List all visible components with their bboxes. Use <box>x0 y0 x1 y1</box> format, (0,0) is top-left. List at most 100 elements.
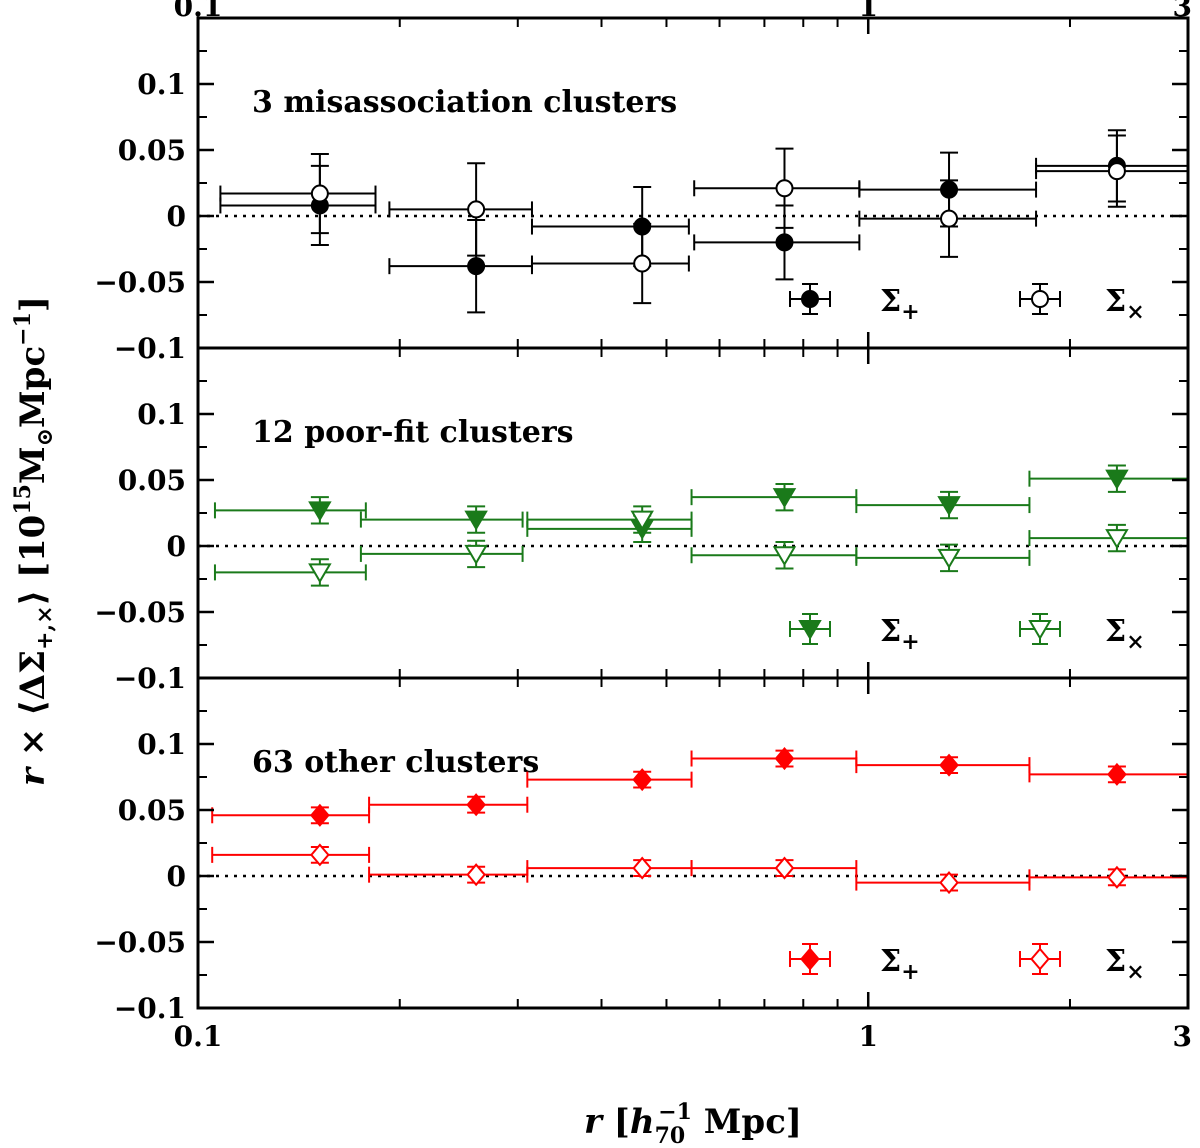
data-point <box>219 152 377 235</box>
legend-entry-sigma-plus: Σ+ <box>789 613 920 655</box>
legend-label: Σ+ <box>880 944 920 985</box>
data-point <box>690 746 858 771</box>
point-marker <box>937 496 961 517</box>
point-marker <box>774 856 795 880</box>
panel-2: 12 poor-fit clusters Σ+ Σ× <box>198 415 1188 655</box>
y-tick-label: −0.1 <box>114 992 186 1025</box>
y-tick-label: −0.05 <box>94 266 186 299</box>
data-point <box>359 539 524 569</box>
legend-entry-sigma-cross: Σ× <box>1019 613 1145 655</box>
point-marker <box>632 768 653 792</box>
data-point <box>211 803 371 827</box>
data-point <box>213 558 367 587</box>
y-tick-label: 0 <box>167 530 186 563</box>
data-point <box>530 185 690 268</box>
point-marker <box>467 257 486 276</box>
point-marker <box>775 233 794 252</box>
legend-marker <box>800 947 820 971</box>
data-point <box>368 863 529 887</box>
data-point <box>211 843 371 867</box>
legend-entry-sigma-plus: Σ+ <box>789 943 920 985</box>
y-tick-label: −0.05 <box>94 926 186 959</box>
x-axis-title: r [h70−1 Mpc] <box>584 1099 802 1148</box>
series-sigma-cross <box>213 505 1188 587</box>
y-tick-label: 0.1 <box>137 728 186 761</box>
data-point <box>858 179 1038 258</box>
x-bottom-tick-label: 0.1 <box>174 1020 223 1053</box>
point-marker <box>1105 469 1129 490</box>
y-tick-label: 0.05 <box>118 464 186 497</box>
data-point <box>1028 865 1188 889</box>
point-marker <box>774 746 795 771</box>
point-marker <box>466 793 486 817</box>
data-point <box>219 164 377 247</box>
point-marker <box>1107 762 1127 786</box>
point-marker <box>632 856 653 880</box>
legend-marker <box>1030 947 1050 971</box>
legend-marker <box>1031 290 1049 308</box>
point-marker <box>775 179 794 198</box>
x-bottom-tick-label: 1 <box>858 1020 877 1053</box>
point-marker <box>467 200 486 219</box>
point-marker <box>310 184 329 203</box>
point-marker <box>1107 162 1126 181</box>
point-marker <box>937 548 961 569</box>
point-marker <box>772 488 797 509</box>
data-point <box>693 204 861 281</box>
point-marker <box>630 510 654 531</box>
panel-label: 12 poor-fit clusters <box>252 415 574 450</box>
data-point <box>526 856 693 880</box>
series-sigma-cross <box>211 843 1188 895</box>
point-marker <box>633 254 652 273</box>
data-point <box>693 147 861 229</box>
data-point <box>855 490 1031 520</box>
data-point <box>388 162 533 257</box>
data-point <box>855 543 1031 573</box>
point-marker <box>310 843 330 867</box>
point-marker <box>1107 865 1127 889</box>
x-bottom-tick-label: 3 <box>1173 1020 1192 1053</box>
series-sigma-cross <box>219 134 1188 305</box>
point-marker <box>464 544 488 565</box>
point-marker <box>772 546 797 567</box>
y-tick-label: 0.05 <box>118 794 186 827</box>
point-marker <box>939 753 959 777</box>
axes-group: −0.1−0.0500.050.1−0.1−0.0500.050.1−0.1−0… <box>94 0 1192 1053</box>
panel-3: 63 other clusters Σ+ Σ× <box>198 745 1188 985</box>
legend-label: Σ× <box>1105 614 1145 655</box>
data-point <box>359 505 524 534</box>
data-point <box>368 793 529 817</box>
data-point <box>855 871 1031 895</box>
series-sigma-plus <box>211 746 1188 827</box>
data-point <box>690 856 858 880</box>
y-tick-label: −0.05 <box>94 596 186 629</box>
legend-marker <box>801 290 819 308</box>
data-point <box>690 482 858 512</box>
point-marker <box>939 871 959 895</box>
legend-label: Σ+ <box>880 284 920 325</box>
y-tick-label: 0 <box>167 860 186 893</box>
point-marker <box>940 209 959 228</box>
point-marker <box>308 563 332 584</box>
data-point <box>1028 762 1188 786</box>
x-top-tick-label: 0.1 <box>174 0 223 23</box>
data-point <box>530 222 690 305</box>
legend-entry-sigma-cross: Σ× <box>1019 943 1145 985</box>
data-point <box>213 496 367 525</box>
data-point <box>855 753 1031 777</box>
data-point <box>388 218 533 314</box>
legend-label: Σ+ <box>880 614 920 655</box>
point-marker <box>310 803 330 827</box>
panel-label: 63 other clusters <box>252 745 539 780</box>
legend-marker <box>798 620 822 640</box>
point-marker <box>464 510 488 531</box>
legend-label: Σ× <box>1105 284 1145 325</box>
y-tick-label: 0 <box>167 200 186 233</box>
data-point <box>526 768 693 792</box>
point-marker <box>466 863 486 887</box>
point-marker <box>1105 529 1129 550</box>
series-sigma-plus <box>219 129 1188 314</box>
data-point <box>1035 134 1188 208</box>
